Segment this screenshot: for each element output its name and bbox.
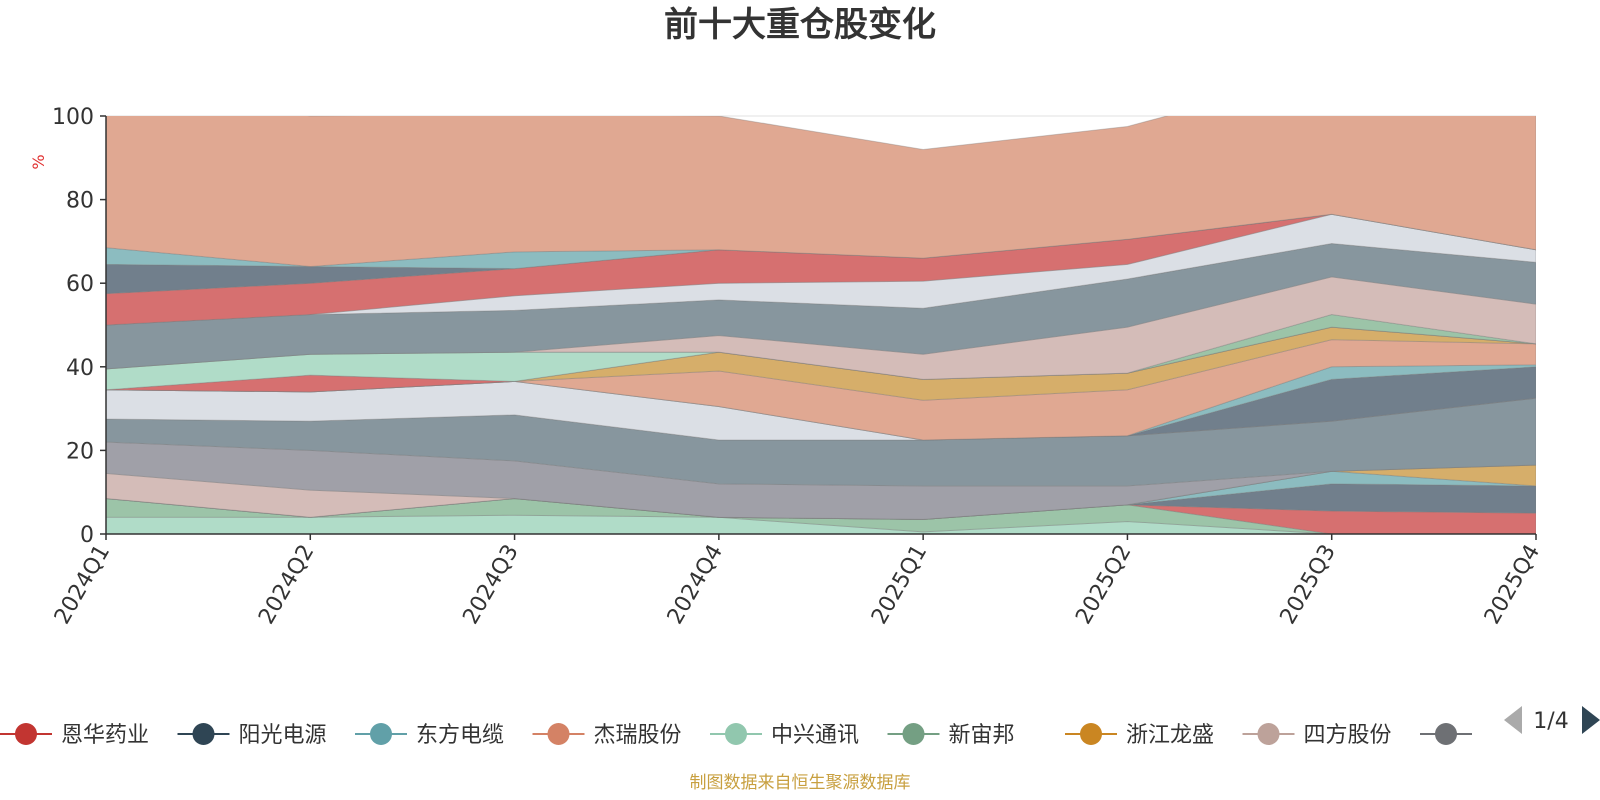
area-layer-6 xyxy=(106,464,1536,520)
y-tick-label: 80 xyxy=(66,189,94,214)
legend-marker-icon xyxy=(902,723,925,745)
y-axis-unit: % xyxy=(29,154,48,169)
legend-label: 中兴通讯 xyxy=(771,723,859,748)
legend-item[interactable]: 杰瑞股份 xyxy=(532,723,682,748)
legend-label: 杰瑞股份 xyxy=(594,723,682,748)
legend[interactable]: 恩华药业 阳光电源 东方电缆 杰瑞股份 中兴通讯 新宙邦 浙江龙盛 四方股份 海光 xyxy=(0,723,1525,748)
area-layer-12 xyxy=(106,364,1536,441)
area-layer-24 xyxy=(106,116,1536,267)
y-tick-label: 100 xyxy=(52,105,94,130)
x-tick-label: 2024Q4 xyxy=(663,541,728,629)
x-tick-label: 2025Q3 xyxy=(1276,541,1341,629)
x-tick-labels: 2024Q1 2024Q2 2024Q3 2024Q4 2025Q1 2025Q2 2025… xyxy=(50,534,1545,629)
legend-item[interactable]: 四方股份 xyxy=(1242,723,1392,748)
area-layer-3 xyxy=(106,497,1536,534)
chart-title: 前十大重仓股变化 xyxy=(664,5,936,45)
legend-item[interactable]: 海光 xyxy=(1420,723,1525,748)
legend-item[interactable]: 恩华药业 xyxy=(0,723,149,748)
legend-label: 浙江龙盛 xyxy=(1126,723,1214,748)
legend-item[interactable]: 浙江龙盛 xyxy=(1065,723,1214,748)
legend-next-icon[interactable] xyxy=(1582,706,1600,734)
x-tick-label: 2025Q2 xyxy=(1071,541,1136,629)
legend-pager: 1/4 xyxy=(1504,706,1600,734)
legend-marker-icon xyxy=(1435,723,1457,745)
legend-label: 东方电缆 xyxy=(416,723,504,748)
legend-label: 恩华药业 xyxy=(61,723,149,748)
x-tick-label: 2025Q1 xyxy=(867,541,932,629)
legend-marker-icon xyxy=(192,723,215,745)
area-layer-4 xyxy=(106,483,1536,520)
legend-prev-icon[interactable] xyxy=(1504,706,1522,734)
x-tick-label: 2025Q4 xyxy=(1480,541,1545,629)
area-layer-9 xyxy=(106,397,1536,487)
y-tick-label: 20 xyxy=(66,439,94,464)
area-layers xyxy=(106,116,1536,534)
y-tick-label: 40 xyxy=(66,356,94,381)
x-tick-label: 2024Q3 xyxy=(458,541,523,629)
legend-item[interactable]: 新宙邦 xyxy=(887,723,1015,748)
legend-label: 四方股份 xyxy=(1304,723,1392,748)
legend-marker-icon xyxy=(547,723,570,745)
y-tick-label: 60 xyxy=(66,272,94,297)
axes xyxy=(105,116,1536,535)
y-tick-labels: 0 20 40 60 80 100 xyxy=(52,105,94,548)
legend-label: 新宙邦 xyxy=(949,723,1015,748)
legend-marker-icon xyxy=(15,723,37,745)
data-source-note: 制图数据来自恒生聚源数据库 xyxy=(690,773,911,793)
legend-marker-icon xyxy=(725,723,747,745)
legend-label: 阳光电源 xyxy=(239,723,327,748)
area-layer-2 xyxy=(106,497,1536,534)
legend-page-indicator: 1/4 xyxy=(1533,709,1568,734)
legend-item[interactable]: 阳光电源 xyxy=(177,723,327,748)
y-tick-label: 0 xyxy=(80,523,94,548)
x-tick-label: 2024Q1 xyxy=(50,541,115,629)
area-layer-11 xyxy=(106,366,1536,441)
legend-item[interactable]: 东方电缆 xyxy=(355,723,504,748)
legend-item[interactable]: 中兴通讯 xyxy=(710,723,859,748)
legend-marker-icon xyxy=(1257,723,1280,745)
legend-marker-icon xyxy=(370,723,392,745)
legend-marker-icon xyxy=(1080,723,1102,745)
area-layer-5 xyxy=(106,470,1536,520)
x-tick-label: 2024Q2 xyxy=(254,541,319,629)
